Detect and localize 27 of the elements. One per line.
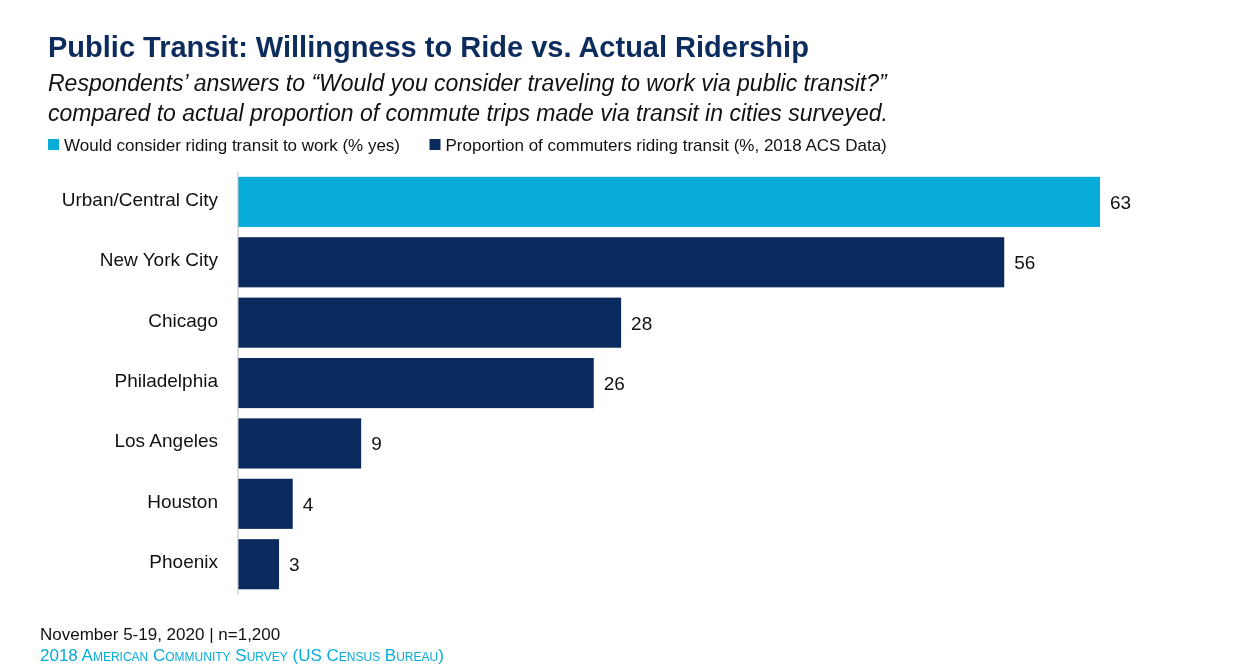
y-tick-label: Philadelphia [114,370,219,392]
legend-label: Proportion of commuters riding transit (%, 2018 ACS Data) [445,136,887,155]
bar [238,418,362,469]
data-label: 4 [302,493,314,515]
text: 2018 American Community Survey (US Census Bureau) [40,646,444,665]
bar [238,176,1100,227]
y-tick-label: Los Angeles [114,430,218,452]
bar [238,237,1005,288]
chart-title: Public Transit: Willingness to Ride vs. Actual Ridership [48,31,809,63]
bar [238,357,594,409]
y-tick-label: Chicago [148,309,218,331]
data-label: 3 [289,554,300,576]
bar [238,297,622,348]
data-label: 28 [631,312,653,334]
y-tick-label: Urban/Central City [61,188,219,210]
data-label: 56 [1014,252,1036,274]
legend-label: Would consider riding transit to work (% yes) [64,136,401,155]
data-label: 63 [1110,191,1132,213]
data-label: 26 [603,373,625,395]
text: November 5-19, 2020 | n=1,200 [40,625,281,644]
bar [238,478,293,529]
y-tick-label: Phoenix [149,551,219,573]
data-label: 9 [371,433,382,455]
y-tick-label: New York City [99,249,219,271]
y-tick-label: Houston [147,490,218,512]
chart-subtitle: Respondents’ answers to “Would you consider traveling to work via public transit?” compared to actual proportion of commute trips made via transit in cities surveyed. [48,70,888,126]
bar [238,539,280,590]
